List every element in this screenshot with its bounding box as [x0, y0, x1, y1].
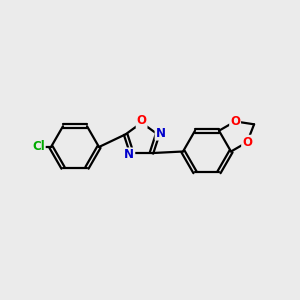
Text: O: O: [136, 114, 147, 128]
Text: O: O: [242, 136, 252, 149]
Text: Cl: Cl: [32, 140, 45, 154]
Text: N: N: [156, 127, 166, 140]
Text: O: O: [230, 115, 240, 128]
Text: N: N: [124, 148, 134, 161]
